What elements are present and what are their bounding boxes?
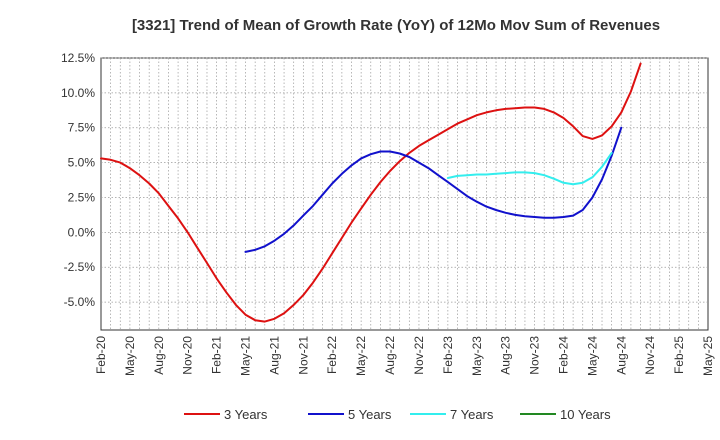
- series-line-3-years: [100, 62, 642, 323]
- x-tick-label: Feb-24: [556, 336, 570, 374]
- x-tick-label: Nov-22: [412, 336, 426, 375]
- legend-label: 5 Years: [348, 407, 392, 422]
- plot-frame: [100, 57, 709, 331]
- plot-area: [100, 57, 709, 331]
- y-tick-label: 0.0%: [68, 225, 96, 239]
- y-tick-label: 12.5%: [61, 51, 95, 65]
- x-tick-label: Nov-21: [296, 336, 310, 375]
- y-tick-label: -2.5%: [64, 260, 96, 274]
- series-line-7-years: [446, 151, 613, 186]
- x-tick-label: Aug-21: [267, 336, 281, 375]
- x-tick-label: May-21: [239, 336, 253, 376]
- x-tick-label: May-25: [701, 336, 715, 376]
- y-tick-label: 7.5%: [68, 121, 96, 135]
- y-tick-label: 5.0%: [68, 156, 96, 170]
- y-tick-label: 10.0%: [61, 86, 95, 100]
- x-tick-label: Aug-23: [499, 336, 513, 375]
- x-tick-label: Nov-20: [181, 336, 195, 375]
- x-tick-label: Feb-23: [441, 336, 455, 374]
- x-tick-label: Feb-21: [210, 336, 224, 374]
- chart-title: [3321] Trend of Mean of Growth Rate (YoY…: [132, 17, 660, 34]
- y-tick-label: -5.0%: [64, 295, 96, 309]
- x-tick-label: Aug-24: [614, 336, 628, 375]
- x-tick-label: Feb-25: [672, 336, 686, 374]
- legend-label: 7 Years: [450, 407, 494, 422]
- y-tick-label: 2.5%: [68, 190, 96, 204]
- x-axis: Feb-20 May-20 Aug-20 Nov-20 Feb-21 May-21 Aug-…: [94, 336, 715, 376]
- series-lines: [100, 62, 642, 323]
- legend: 3 Years 5 Years 7 Years 10 Years: [184, 407, 611, 422]
- x-tick-label: Aug-20: [152, 336, 166, 375]
- series-line-5-years: [244, 126, 623, 253]
- x-tick-label: May-20: [123, 336, 137, 376]
- x-tick-label: Nov-23: [528, 336, 542, 375]
- x-tick-label: Nov-24: [643, 336, 657, 375]
- x-tick-label: May-24: [585, 336, 599, 376]
- y-axis: 12.5% 10.0% 7.5% 5.0% 2.5% 0.0% -2.5% -5.0%: [61, 51, 95, 309]
- x-tick-label: Feb-22: [325, 336, 339, 374]
- legend-label: 3 Years: [224, 407, 268, 422]
- x-tick-label: Feb-20: [94, 336, 108, 374]
- x-tick-label: May-22: [354, 336, 368, 376]
- legend-label: 10 Years: [560, 407, 611, 422]
- x-tick-label: Aug-22: [383, 336, 397, 375]
- x-tick-label: May-23: [470, 336, 484, 376]
